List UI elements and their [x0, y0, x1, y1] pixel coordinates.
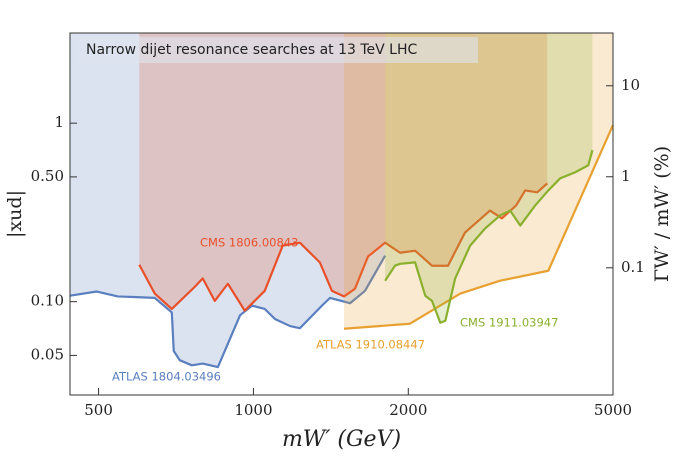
series-label: CMS 1911.03947 [460, 316, 558, 330]
y-tick-label: 1 [54, 113, 64, 131]
limit-line [384, 149, 594, 324]
excluded-area [385, 33, 593, 323]
series-label: CMS 1806.00843 [200, 236, 298, 250]
excluded-area [344, 33, 613, 329]
y2-tick-label: 10 [621, 76, 640, 94]
title-box [78, 37, 478, 63]
y2-axis-label: ΓW′ / mW′ (%) [651, 146, 673, 282]
x-tick-label: 500 [84, 401, 113, 419]
series-label: ATLAS 1910.08447 [316, 338, 425, 352]
y-tick-label: 0.50 [31, 167, 64, 185]
limit-line [343, 124, 615, 330]
chart-title: Narrow dijet resonance searches at 13 Te… [86, 42, 417, 58]
x-axis-label: mW′ (GeV) [282, 427, 401, 452]
plot-frame [69, 32, 614, 396]
x-tick-label: 5000 [594, 401, 632, 419]
y2-tick-label: 1 [621, 167, 631, 185]
x-tick-label: 1000 [234, 401, 272, 419]
y-tick-label: 0.10 [31, 292, 64, 310]
plot-background [70, 33, 613, 395]
y2-tick-label: 0.1 [621, 258, 645, 276]
series-label: ATLAS 1804.03496 [112, 370, 221, 384]
excluded-area [139, 33, 548, 311]
y-axis-label: |xud| [4, 190, 26, 238]
limit-line [138, 182, 549, 312]
limit-line [69, 255, 387, 369]
y-tick-label: 0.05 [31, 345, 64, 363]
x-tick-label: 2000 [389, 401, 427, 419]
